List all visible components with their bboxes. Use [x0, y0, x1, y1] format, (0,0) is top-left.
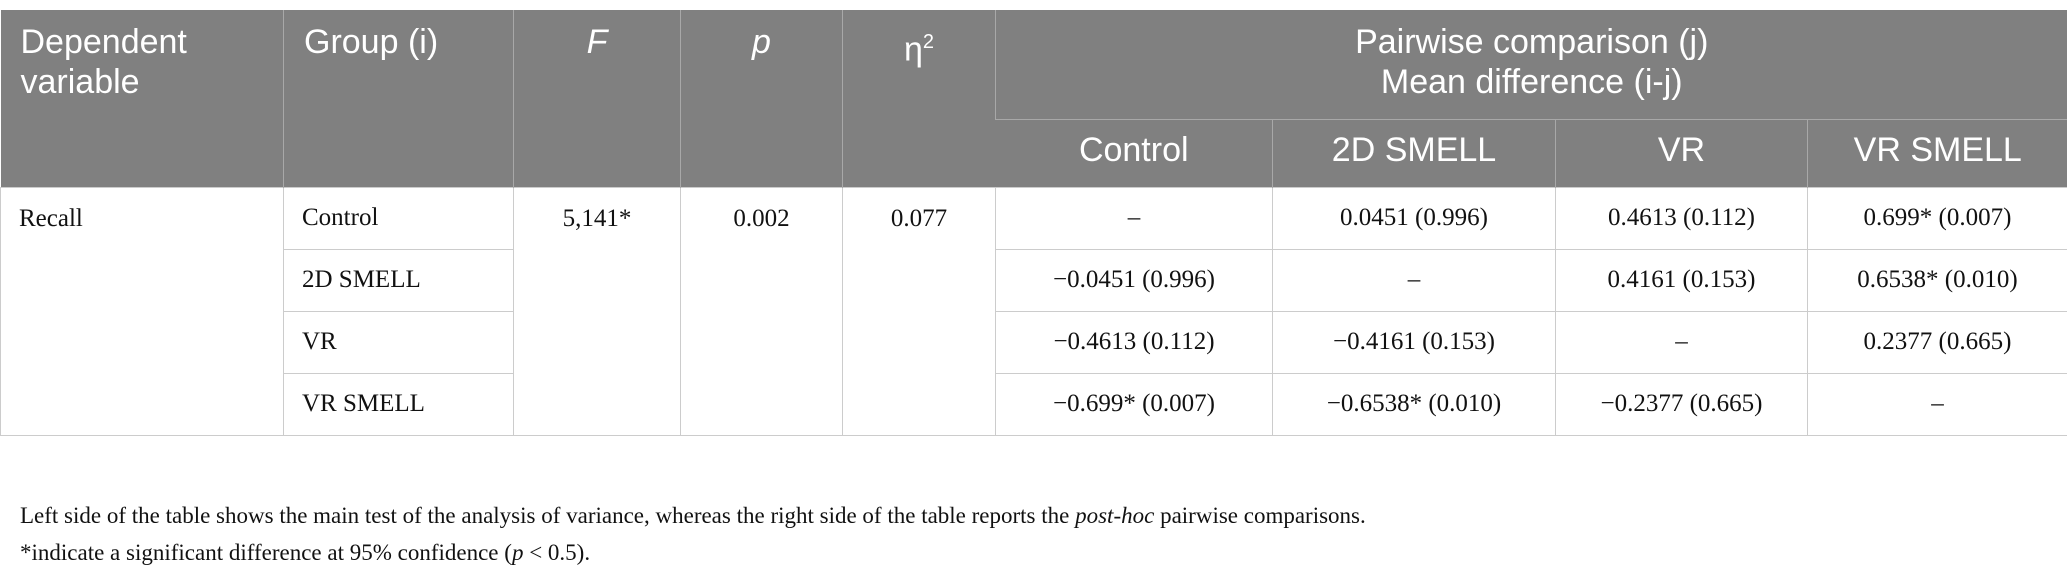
cell: –	[1272, 248, 1556, 312]
header-cell: Group (i)	[283, 10, 514, 187]
header-cell: Dependent variable	[0, 10, 284, 187]
footnote-text: Left side of the table shows the main te…	[20, 503, 1076, 528]
cell: 0.4613 (0.112)	[1555, 186, 1808, 250]
cell: Recall	[0, 186, 284, 436]
cell: 5,141*	[513, 186, 681, 436]
cell: 0.699* (0.007)	[1806, 186, 2067, 250]
cell: −0.0451 (0.996)	[995, 248, 1273, 312]
header-cell: p	[680, 10, 843, 187]
eta-sup: 2	[922, 31, 935, 53]
cell: −0.4161 (0.153)	[1272, 310, 1556, 374]
cell: VR	[283, 310, 514, 374]
cell: Control	[283, 186, 514, 250]
cell: 0.077	[842, 186, 996, 436]
cell: 0.6538* (0.010)	[1806, 248, 2067, 312]
cell: VR SMELL	[283, 372, 514, 436]
anova-table: Dependent variable Group (i) F p η2 Pair…	[0, 10, 2067, 436]
cell: −0.4613 (0.112)	[995, 310, 1273, 374]
header-cell: F	[513, 10, 681, 187]
cell: −0.2377 (0.665)	[1555, 372, 1808, 436]
footnote-text: pairwise comparisons.	[1154, 503, 1366, 528]
cell: –	[1555, 310, 1808, 374]
cell: 0.2377 (0.665)	[1806, 310, 2067, 374]
table-row: 2D SMELL −0.0451 (0.996) –0.4161 (0.153) 0.…	[1, 248, 2067, 312]
header-cell: Control	[995, 118, 1273, 187]
cell: −0.6538* (0.010)	[1272, 372, 1556, 436]
footnote-text: p	[511, 540, 524, 565]
header-cell: η2	[842, 10, 996, 187]
cell: 0.002	[680, 186, 843, 436]
cell: −0.699* (0.007)	[995, 372, 1273, 436]
header-line: Pairwise comparison (j)	[1355, 23, 1709, 61]
table-body: Recall Control 5,141* 0.002 0.077–0.0451 (0.…	[0, 186, 2067, 436]
footnote-text: *indicate a significant difference at 95…	[20, 540, 512, 565]
header-row: Control 2D SMELL VR VR SMELL	[1, 118, 2067, 187]
cell: 2D SMELL	[283, 248, 514, 312]
cell: –	[995, 186, 1273, 250]
eta-symbol: η	[903, 30, 923, 69]
table-row: Recall Control 5,141* 0.002 0.077–0.0451 (0.…	[0, 186, 2067, 436]
footnote-text: post-hoc	[1075, 503, 1155, 528]
table-header: Dependent variable Group (i) F p η2 Pair…	[0, 10, 2067, 187]
cell: 0.0451 (0.996)	[1272, 186, 1556, 250]
header-cell: Pairwise comparison (j) Mean difference (…	[994, 10, 2067, 119]
footnote-text: < 0.5).	[523, 540, 591, 565]
header-cell: VR SMELL	[1806, 118, 2067, 187]
cell: 0.4161 (0.153)	[1555, 248, 1808, 312]
footnote: *indicate a significant difference at 95…	[20, 534, 1366, 571]
header-cell: 2D SMELL	[1272, 118, 1556, 187]
header-line: Mean difference (i-j)	[1380, 63, 1683, 101]
table-row: VR SMELL −0.699* (0.007) −0.6538* (0.010) −…	[1, 372, 2067, 436]
header-cell: VR	[1555, 118, 1808, 187]
cell: –	[1806, 372, 2067, 436]
footnotes: Left side of the table shows the main te…	[20, 497, 1366, 571]
table-row: VR −0.4613 (0.112) −0.4161 (0.153) –0.2377 …	[1, 310, 2067, 374]
footnote: Left side of the table shows the main te…	[20, 497, 1366, 534]
